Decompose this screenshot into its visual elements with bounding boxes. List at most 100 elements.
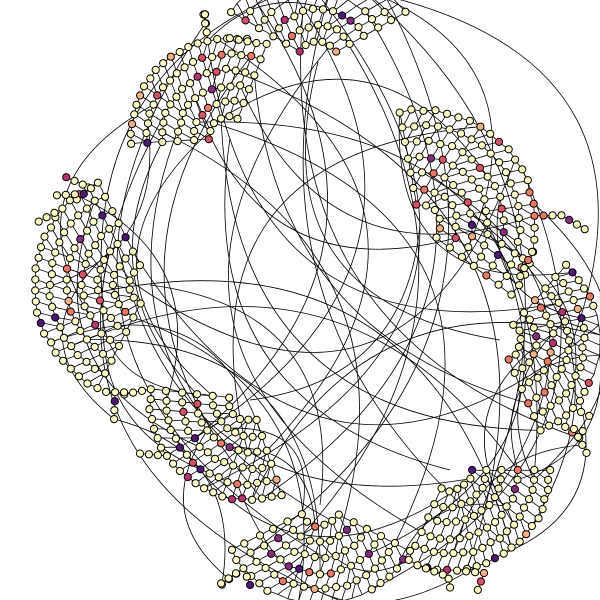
- graph-node: [42, 213, 51, 222]
- graph-node: [569, 296, 578, 305]
- graph-node: [181, 417, 190, 426]
- graph-edge: [421, 172, 551, 489]
- graph-node: [201, 19, 210, 28]
- graph-node: [212, 67, 221, 76]
- graph-node: [48, 259, 57, 268]
- graph-node: [280, 15, 289, 24]
- graph-node: [482, 465, 491, 475]
- graph-node: [166, 425, 175, 435]
- graph-node: [567, 380, 576, 390]
- graph-node: [229, 461, 238, 470]
- graph-node: [409, 183, 418, 193]
- graph-node: [448, 201, 457, 210]
- graph-node: [296, 532, 305, 541]
- graph-node: [102, 387, 111, 396]
- graph-node: [483, 230, 492, 239]
- graph-node: [183, 472, 192, 482]
- graph-node: [61, 190, 70, 199]
- graph-node: [457, 499, 466, 508]
- graph-node: [91, 241, 100, 250]
- graph-edge: [305, 61, 501, 341]
- graph-edge: [213, 122, 446, 544]
- graph-node: [36, 318, 45, 328]
- graph-node: [52, 191, 62, 200]
- graph-node: [128, 247, 137, 256]
- graph-node: [121, 254, 130, 263]
- graph-node: [241, 16, 250, 25]
- graph-node: [529, 323, 538, 332]
- graph-node: [186, 79, 195, 88]
- graph-node: [533, 373, 542, 382]
- graph-node: [508, 494, 518, 503]
- graph-node: [110, 415, 119, 424]
- graph-node: [444, 574, 453, 583]
- graph-node: [62, 264, 72, 273]
- graph-node: [217, 50, 226, 59]
- graph-node: [244, 85, 254, 94]
- graph-node: [213, 35, 222, 44]
- graph-node: [352, 576, 361, 585]
- graph-node: [554, 396, 564, 405]
- graph-node: [145, 405, 154, 414]
- graph-node: [400, 137, 410, 147]
- graph-node: [126, 129, 135, 138]
- graph-edge: [83, 280, 512, 548]
- graph-node: [564, 336, 574, 345]
- graph-node: [188, 458, 197, 467]
- graph-node: [227, 495, 237, 504]
- graph-node: [193, 39, 202, 48]
- graph-node: [183, 100, 193, 109]
- graph-node: [513, 475, 522, 484]
- graph-node: [560, 317, 570, 326]
- graph-node: [438, 570, 447, 579]
- graph-node: [578, 343, 587, 352]
- graph-node: [89, 217, 98, 226]
- graph-node: [204, 135, 213, 144]
- graph-node: [584, 378, 593, 387]
- node-layer: [31, 4, 598, 595]
- graph-node: [573, 304, 582, 314]
- graph-node: [417, 168, 427, 177]
- graph-node: [342, 525, 351, 535]
- graph-node: [226, 82, 235, 91]
- graph-node: [162, 406, 171, 415]
- graph-node: [491, 518, 500, 527]
- graph-node: [469, 547, 478, 557]
- graph-node: [436, 534, 445, 543]
- graph-node: [143, 138, 152, 147]
- graph-node: [76, 326, 85, 335]
- graph-node: [439, 549, 448, 558]
- graph-node: [156, 443, 166, 452]
- graph-node: [55, 238, 64, 247]
- graph-node: [435, 224, 444, 233]
- graph-node: [225, 112, 234, 121]
- graph-edge: [71, 306, 519, 471]
- graph-node: [433, 122, 443, 131]
- graph-node: [143, 119, 153, 128]
- graph-node: [308, 4, 317, 13]
- graph-node: [453, 484, 462, 493]
- graph-node: [439, 502, 448, 512]
- graph-node: [545, 421, 554, 430]
- graph-node: [367, 585, 376, 594]
- graph-node: [474, 528, 483, 537]
- graph-node: [230, 96, 239, 105]
- graph-node: [315, 537, 325, 546]
- graph-node: [462, 567, 471, 576]
- graph-node: [574, 432, 583, 441]
- graph-node: [554, 298, 563, 307]
- graph-node: [519, 308, 529, 317]
- graph-edge: [63, 324, 263, 437]
- graph-node: [162, 451, 171, 460]
- graph-node: [540, 388, 549, 397]
- graph-node: [518, 364, 527, 373]
- graph-node: [82, 335, 92, 344]
- graph-node: [447, 142, 457, 151]
- graph-node: [50, 208, 59, 217]
- graph-node: [121, 307, 130, 316]
- graph-node: [90, 342, 99, 351]
- graph-node: [532, 393, 541, 402]
- graph-node: [197, 418, 206, 427]
- graph-node: [244, 415, 253, 424]
- graph-node: [457, 188, 466, 197]
